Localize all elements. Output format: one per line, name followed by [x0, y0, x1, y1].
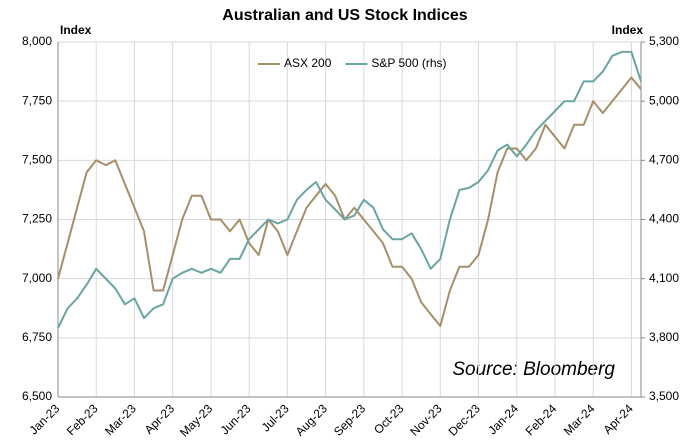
y2-tick-label: 4,400: [649, 212, 679, 226]
series-line: [57, 50, 642, 329]
x-tick-label: Mar-24: [561, 401, 598, 438]
x-tick-label: Nov-23: [407, 401, 444, 438]
x-tick-label: Apr-23: [142, 401, 178, 437]
y2-tick-label: 3,500: [649, 389, 679, 403]
x-tick-label: Jul-23: [259, 401, 292, 434]
x-tick-label: Jan-24: [485, 401, 521, 437]
x-tick-label: May-23: [177, 401, 215, 439]
y-tick-label: 7,500: [22, 153, 52, 167]
x-tick-label: Apr-24: [600, 401, 636, 437]
y-tick-label: 7,000: [22, 271, 52, 285]
y2-tick-label: 3,800: [649, 330, 679, 344]
legend-label: S&P 500 (rhs): [371, 56, 446, 70]
y-axis-label: Index: [60, 23, 92, 37]
y2-tick-label: 5,000: [649, 93, 679, 107]
y2-tick-label: 4,100: [649, 271, 679, 285]
chart-title: Australian and US Stock Indices: [222, 7, 468, 24]
x-tick-label: Oct-23: [371, 401, 407, 437]
y2-tick-label: 4,700: [649, 153, 679, 167]
x-tick-label: Mar-23: [102, 401, 139, 438]
annotation: Source: Bloomberg: [452, 359, 615, 380]
y-tick-label: 6,750: [22, 330, 52, 344]
y-tick-label: 7,250: [22, 212, 52, 226]
series-line: [57, 76, 642, 327]
y-tick-label: 7,750: [22, 93, 52, 107]
x-tick-label: Jun-23: [218, 401, 254, 437]
y-tick-label: 6,500: [22, 389, 52, 403]
legend-label: ASX 200: [284, 56, 332, 70]
y-tick-label: 8,000: [22, 34, 52, 48]
x-tick-label: Sep-23: [331, 401, 368, 438]
x-tick-label: Jan-23: [27, 401, 63, 437]
x-tick-label: Aug-23: [293, 401, 330, 438]
y2-tick-label: 5,300: [649, 34, 679, 48]
y2-axis-label: Index: [612, 23, 644, 37]
x-tick-label: Feb-24: [523, 401, 560, 438]
x-tick-label: Feb-23: [64, 401, 101, 438]
x-tick-label: Dec-23: [446, 401, 483, 438]
